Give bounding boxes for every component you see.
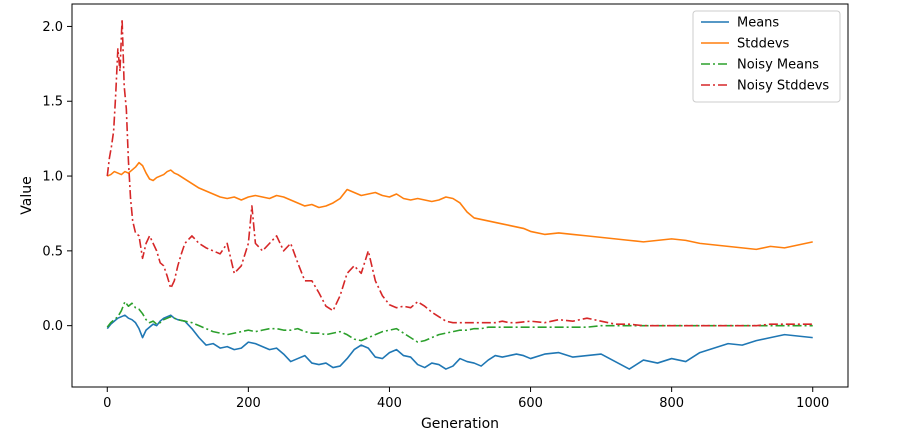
series-line-means <box>106 314 813 370</box>
series-line-noisy-means <box>106 300 813 343</box>
legend-label-noisy-means: Noisy Means <box>737 58 819 73</box>
legend-label-stddevs: Stddevs <box>737 37 790 52</box>
axes: 0 200 400 600 800 1000 0.0 0.5 1.0 1.5 2.0 <box>42 3 849 411</box>
legend-box <box>692 10 841 103</box>
y-tick-label: 1.5 <box>42 95 63 110</box>
x-tick-label: 1000 <box>796 396 829 411</box>
x-tick-label: 200 <box>236 396 261 411</box>
x-tick-label: 0 <box>103 396 111 411</box>
y-tick-label: 0.5 <box>42 244 63 259</box>
y-tick-label: 2.0 <box>42 20 63 35</box>
x-axis-label: Generation <box>421 416 499 432</box>
y-tick-label: 1.0 <box>42 170 63 185</box>
axes-frame <box>71 3 849 388</box>
x-tick-label: 800 <box>659 396 684 411</box>
legend-label-means: Means <box>737 16 779 31</box>
y-axis-label: Value <box>19 176 35 214</box>
plot-area <box>106 18 813 370</box>
y-tick-label: 0.0 <box>42 319 63 334</box>
series-line-stddevs <box>106 161 813 251</box>
x-tick-label: 400 <box>377 396 402 411</box>
legend: Means Stddevs Noisy Means Noisy Stddevs <box>692 10 841 103</box>
x-tick-label: 600 <box>518 396 543 411</box>
series-line-noisy-stddevs <box>106 18 813 327</box>
legend-label-noisy-stddevs: Noisy Stddevs <box>737 79 829 94</box>
